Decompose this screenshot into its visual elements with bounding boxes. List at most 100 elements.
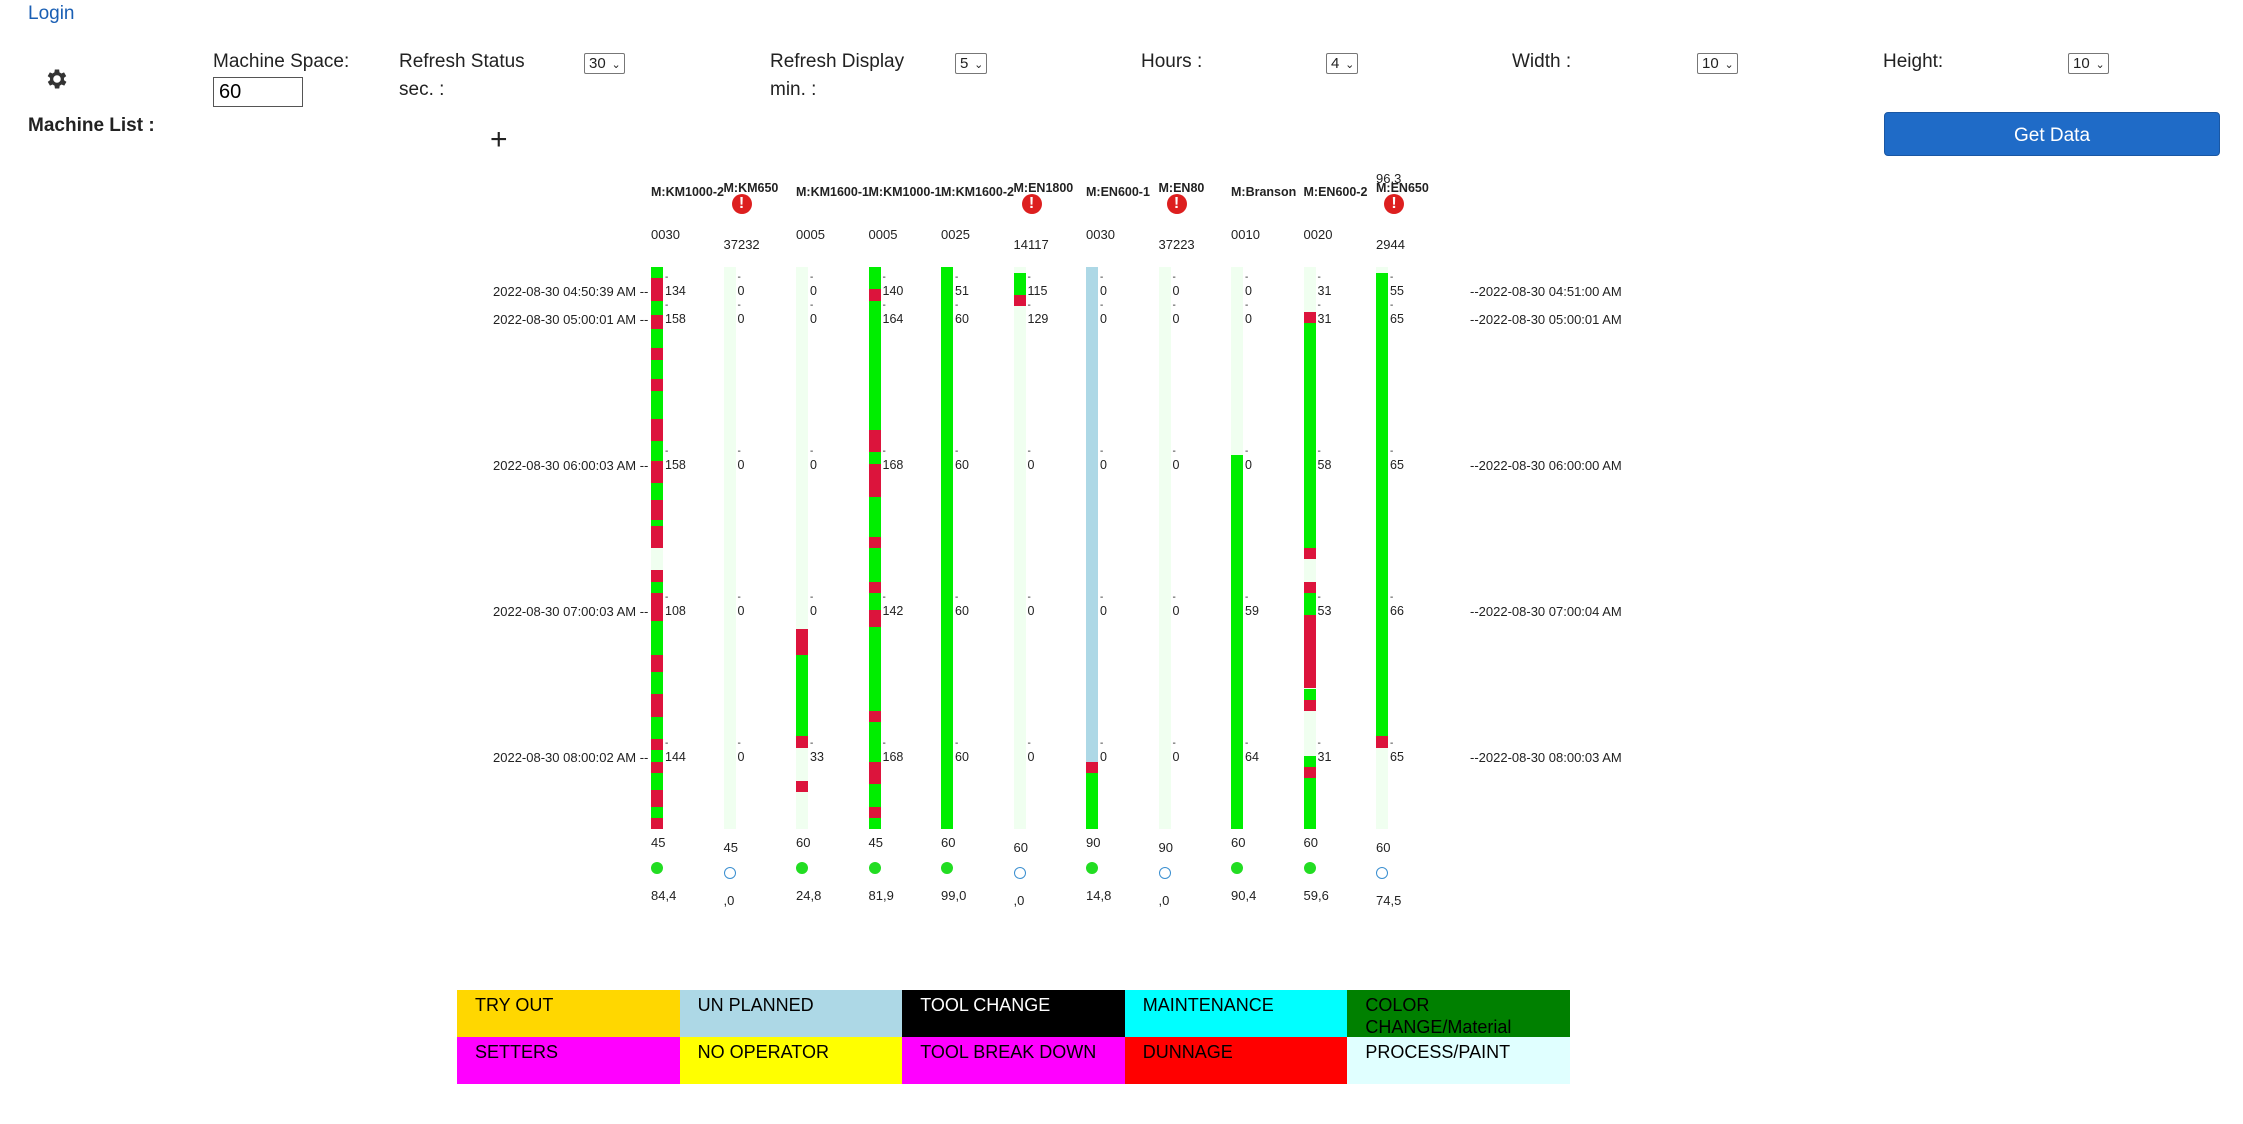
status-segment-running[interactable] xyxy=(1376,272,1388,737)
machine-name[interactable]: M:KM1000-1 xyxy=(868,185,942,199)
status-segment-running[interactable] xyxy=(1013,272,1026,296)
status-segment-stopped[interactable] xyxy=(651,592,663,622)
alert-icon[interactable]: ! xyxy=(1166,194,1187,214)
status-bar[interactable] xyxy=(723,267,736,829)
hours-select[interactable]: 4 ⌄ xyxy=(1326,53,1359,74)
status-segment-running[interactable] xyxy=(651,267,663,279)
machine-column[interactable]: M:EN80! 37223-0-0-0-0-0 90,0 xyxy=(1158,180,1227,920)
status-segment-stopped[interactable] xyxy=(651,418,663,442)
status-bar[interactable] xyxy=(1086,267,1098,829)
alert-icon[interactable]: ! xyxy=(1384,194,1404,214)
machine-name[interactable]: M:EN80 xyxy=(1158,181,1205,195)
status-segment-stopped[interactable] xyxy=(651,525,663,548)
status-segment-idle[interactable] xyxy=(1303,710,1316,756)
status-segment-idle[interactable] xyxy=(796,747,808,782)
status-segment-running[interactable] xyxy=(651,328,663,349)
status-bar[interactable] xyxy=(1013,267,1026,829)
status-segment-stopped[interactable] xyxy=(1303,767,1316,779)
status-bar[interactable] xyxy=(1158,267,1171,829)
status-segment-stopped[interactable] xyxy=(1303,548,1316,560)
status-segment-running[interactable] xyxy=(868,817,881,829)
status-segment-running[interactable] xyxy=(1303,755,1316,768)
status-segment-stopped[interactable] xyxy=(651,500,663,520)
status-segment-running[interactable] xyxy=(868,452,881,464)
status-segment-stopped[interactable] xyxy=(868,463,881,498)
gear-icon[interactable] xyxy=(44,66,70,92)
status-segment-running[interactable] xyxy=(1303,778,1316,829)
status-segment-stopped[interactable] xyxy=(651,314,663,329)
status-segment-stopped[interactable] xyxy=(1086,761,1098,773)
machine-column[interactable]: M:EN1800! 14117-115-129-0-0-0 60,0 xyxy=(1013,180,1082,920)
status-segment-stopped[interactable] xyxy=(651,694,663,717)
machine-name[interactable]: M:EN600-1 xyxy=(1086,185,1150,199)
status-segment-stopped[interactable] xyxy=(651,278,663,301)
status-segment-running[interactable] xyxy=(868,626,881,711)
refresh-status-select[interactable]: 30 ⌄ xyxy=(584,53,625,74)
status-bar[interactable] xyxy=(1231,267,1243,829)
machine-column[interactable]: M:EN600-1 0030-0-0-0-0-0 90 14,8 xyxy=(1086,180,1154,920)
status-segment-running[interactable] xyxy=(651,621,663,655)
width-select[interactable]: 10 ⌄ xyxy=(1697,53,1738,74)
refresh-display-select[interactable]: 5 ⌄ xyxy=(955,53,988,74)
machine-column[interactable]: M:KM1600-1 0005-0-0-0-0-33 60 24,8 xyxy=(796,180,869,920)
status-segment-running[interactable] xyxy=(868,592,881,610)
status-segment-idle[interactable] xyxy=(796,792,808,829)
status-segment-idle[interactable] xyxy=(796,267,808,630)
machine-name[interactable]: M:KM1000-2 xyxy=(651,185,724,199)
machine-column[interactable]: M:EN600-2 0020-31-31-58-53-31 60 59,6 xyxy=(1303,180,1372,920)
status-bar[interactable] xyxy=(868,267,881,829)
status-segment-running[interactable] xyxy=(868,497,881,537)
status-segment-running[interactable] xyxy=(868,267,881,290)
status-segment-stopped[interactable] xyxy=(868,761,881,785)
status-bar[interactable] xyxy=(941,267,953,829)
machine-name[interactable]: M:EN650 xyxy=(1376,181,1429,195)
machine-column[interactable]: M:KM1000-1 0005-140-164-168-142-168 45 81,9 xyxy=(868,180,941,920)
status-segment-running[interactable] xyxy=(941,267,953,829)
status-bar[interactable] xyxy=(651,267,663,829)
status-segment-running[interactable] xyxy=(651,519,663,526)
status-segment-stopped[interactable] xyxy=(651,460,663,484)
status-segment-running[interactable] xyxy=(651,772,663,790)
status-bar[interactable] xyxy=(796,267,808,829)
status-segment-stopped[interactable] xyxy=(1303,311,1316,324)
status-segment-stopped[interactable] xyxy=(796,629,808,655)
status-segment-running[interactable] xyxy=(651,581,663,593)
add-machine-icon[interactable]: + xyxy=(490,123,508,156)
status-bar[interactable] xyxy=(1303,267,1316,829)
status-segment-idle[interactable] xyxy=(1013,306,1026,829)
status-segment-idle[interactable] xyxy=(1376,747,1388,829)
status-segment-running[interactable] xyxy=(651,671,663,695)
status-segment-stopped[interactable] xyxy=(796,781,808,793)
status-segment-running[interactable] xyxy=(1231,455,1243,829)
status-segment-running[interactable] xyxy=(868,722,881,762)
status-segment-running[interactable] xyxy=(1303,592,1316,616)
machine-column[interactable]: M:KM1000-2 0030-134-158-158-108-144 45 84,4 xyxy=(651,180,724,920)
status-segment-stopped[interactable] xyxy=(651,654,663,672)
status-segment-idle[interactable] xyxy=(1303,559,1316,582)
status-segment-running[interactable] xyxy=(1303,688,1316,700)
machine-space-input[interactable] xyxy=(213,77,303,107)
status-segment-stopped[interactable] xyxy=(651,739,663,751)
machine-column[interactable]: M:KM1600-2 0025-51-60-60-60-60 60 99,0 xyxy=(941,180,1014,920)
height-select[interactable]: 10 ⌄ xyxy=(2068,53,2109,74)
status-segment-stopped[interactable] xyxy=(1303,615,1316,689)
machine-name[interactable]: M:KM1600-1 xyxy=(796,185,869,199)
status-segment-stopped[interactable] xyxy=(1376,736,1388,748)
status-segment-running[interactable] xyxy=(796,654,808,737)
status-segment-running[interactable] xyxy=(651,390,663,419)
machine-column[interactable]: 96,3 M:EN650! 2944-55-65-65-66-65 60 74,5 xyxy=(1376,171,1444,920)
status-segment-running[interactable] xyxy=(868,784,881,807)
alert-icon[interactable]: ! xyxy=(731,194,752,214)
status-bar[interactable] xyxy=(1376,267,1388,829)
machine-column[interactable]: M:KM650! 37232-0-0-0-0-0 45,0 xyxy=(723,180,792,920)
status-segment-running[interactable] xyxy=(651,750,663,762)
get-data-button[interactable]: Get Data xyxy=(1884,112,2220,156)
status-segment-idle[interactable] xyxy=(651,548,663,571)
status-segment-idle[interactable] xyxy=(1303,267,1316,312)
status-segment-idle[interactable] xyxy=(1158,275,1171,829)
machine-name[interactable]: M:EN600-2 xyxy=(1303,185,1368,199)
status-segment-running[interactable] xyxy=(651,716,663,740)
status-segment-stopped[interactable] xyxy=(796,736,808,748)
status-segment-running[interactable] xyxy=(651,483,663,501)
status-segment-idle[interactable] xyxy=(1231,267,1243,456)
